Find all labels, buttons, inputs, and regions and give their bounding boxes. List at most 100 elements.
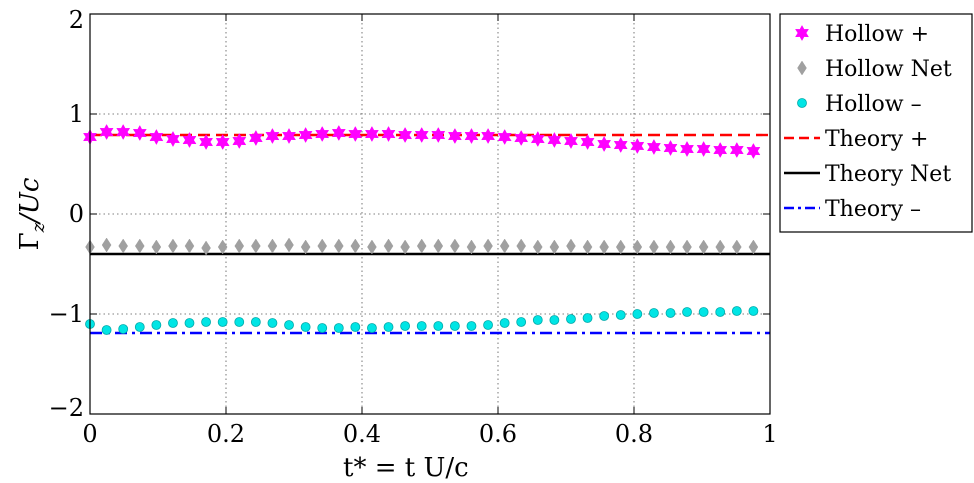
data-point-hollow <box>350 322 361 332</box>
data-point-hollow <box>232 132 247 150</box>
data-point-hollow-net <box>599 239 609 255</box>
data-point-hollow <box>514 129 529 147</box>
data-point-hollow-net <box>317 238 328 254</box>
data-point-hollow-net <box>251 238 261 254</box>
data-point-hollow-net <box>101 237 112 253</box>
data-point-hollow-net <box>715 239 726 255</box>
data-point-hollow-net <box>383 238 394 254</box>
data-point-hollow-net <box>350 238 361 254</box>
data-point-hollow-net <box>284 237 294 253</box>
data-point-hollow <box>582 313 593 323</box>
data-point-hollow-net <box>201 240 211 256</box>
data-point-hollow <box>713 141 728 159</box>
data-point-hollow <box>331 124 346 142</box>
x-tick-label: 1 <box>762 420 777 448</box>
data-point-hollow <box>649 308 659 318</box>
data-point-hollow <box>680 140 694 158</box>
legend-box <box>779 13 973 233</box>
data-point-hollow-net <box>682 239 692 255</box>
legend-swatch-hollow <box>797 98 807 108</box>
data-point-hollow <box>199 133 214 151</box>
data-point-hollow <box>630 137 645 155</box>
data-point-hollow <box>682 307 692 317</box>
data-point-hollow-net <box>217 239 228 255</box>
data-point-hollow <box>201 317 211 327</box>
data-point-hollow <box>317 323 328 333</box>
data-point-hollow <box>464 127 479 145</box>
data-point-hollow <box>532 315 543 325</box>
data-point-hollow-net <box>698 239 709 255</box>
data-point-hollow <box>731 306 742 316</box>
y-tick-label: 0 <box>69 200 84 228</box>
data-point-hollow-net <box>632 239 643 255</box>
data-point-hollow <box>433 321 444 331</box>
data-point-hollow-net <box>416 238 427 254</box>
data-point-hollow <box>118 324 129 334</box>
data-point-hollow-net <box>615 239 626 255</box>
data-point-hollow-net <box>532 239 543 255</box>
data-point-hollow-net <box>582 239 593 255</box>
data-point-hollow-net <box>549 239 560 255</box>
legend-label-hollow-net: Hollow Net <box>825 57 952 82</box>
legend-label-hollow: Hollow – <box>825 92 922 117</box>
data-point-hollow <box>234 317 245 327</box>
data-point-hollow <box>284 320 294 330</box>
data-point-hollow <box>748 306 759 316</box>
data-point-hollow <box>149 128 164 146</box>
data-point-hollow <box>101 325 112 335</box>
x-tick-label: 0.2 <box>207 420 245 448</box>
data-point-hollow <box>698 307 709 317</box>
data-point-hollow <box>483 320 493 330</box>
legend: Hollow + Hollow Net Hollow – Theory + Theory… <box>779 13 973 233</box>
data-point-hollow-net <box>234 238 245 254</box>
data-point-hollow-net <box>151 239 162 255</box>
data-point-hollow <box>265 127 280 145</box>
data-point-hollow <box>481 127 496 145</box>
data-point-hollow <box>367 323 377 333</box>
data-point-hollow-net <box>566 238 576 254</box>
data-point-hollow <box>248 129 263 147</box>
data-point-hollow-net <box>134 238 145 254</box>
data-point-hollow-net <box>400 239 410 255</box>
y-tick-label: −2 <box>49 394 84 422</box>
data-point-hollow <box>151 320 162 330</box>
data-point-hollow <box>564 132 578 150</box>
data-point-hollow <box>166 130 180 148</box>
data-point-hollow <box>348 125 363 143</box>
data-point-hollow <box>116 123 131 141</box>
data-point-hollow <box>364 125 379 143</box>
legend-label-theory: Theory + <box>825 127 928 152</box>
data-point-hollow-net <box>649 239 659 255</box>
x-tick-label: 0.4 <box>343 420 381 448</box>
data-point-hollow <box>333 323 344 333</box>
data-point-hollow <box>615 310 626 320</box>
data-point-hollow-net <box>450 238 460 254</box>
x-tick-label: 0 <box>82 420 97 448</box>
data-point-hollow <box>298 126 313 144</box>
theory-lines <box>90 133 770 335</box>
data-point-hollow-net <box>334 238 344 254</box>
data-point-hollow-net <box>267 238 278 254</box>
data-point-hollow <box>300 322 311 332</box>
legend-label-hollow: Hollow + <box>825 22 929 47</box>
data-point-hollow <box>132 124 147 142</box>
axis-ticks <box>89 13 771 415</box>
data-point-hollow-net <box>168 238 178 254</box>
y-tick-label: 1 <box>69 100 84 128</box>
data-point-hollow <box>599 311 610 321</box>
data-point-hollow-net <box>748 239 759 255</box>
data-point-hollow <box>729 141 744 159</box>
data-point-hollow-net <box>433 238 444 254</box>
legend-label-theory: Theory – <box>825 197 921 222</box>
x-tick-label: 0.6 <box>479 420 517 448</box>
data-point-hollow <box>431 126 446 144</box>
data-point-hollow <box>499 318 510 328</box>
y-axis-label: Γz/Uc <box>15 177 49 250</box>
data-point-hollow <box>315 125 330 143</box>
data-point-hollow <box>549 315 560 325</box>
data-point-hollow-net <box>367 239 377 255</box>
data-point-hollow <box>580 133 595 151</box>
x-tick-label: 0.8 <box>615 420 653 448</box>
data-point-hollow <box>663 139 678 157</box>
